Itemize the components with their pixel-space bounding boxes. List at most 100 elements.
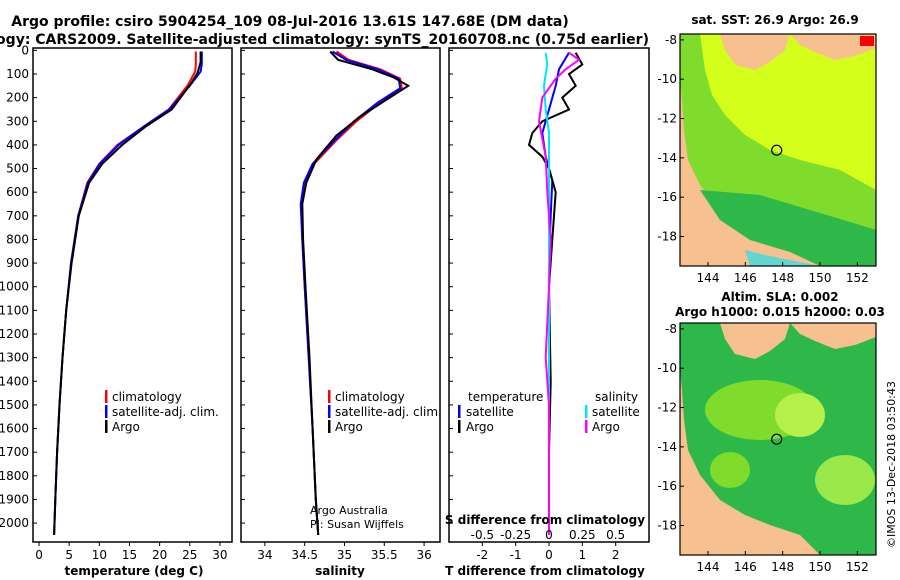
- s-difference-label: S difference from climatology: [445, 513, 645, 527]
- legend-swatch-satellite: [105, 405, 108, 418]
- depth-tick-label: 1500: [0, 398, 29, 412]
- depth-tick-label: 1900: [0, 492, 29, 506]
- sst-map-frame: [679, 33, 877, 267]
- legend-label-sal-argo: Argo: [592, 420, 620, 434]
- legend-label-climatology: climatology: [335, 390, 405, 404]
- legend-swatch-climatology: [105, 390, 108, 403]
- map-x-tick-label: 146: [734, 271, 757, 285]
- sst-argo-position-marker: [771, 144, 783, 156]
- map-x-tick-label: 144: [697, 271, 720, 285]
- x-tick-label: 20: [152, 548, 167, 562]
- legend-label-argo: Argo: [335, 420, 363, 434]
- temperature-x-label: temperature (deg C): [65, 564, 204, 578]
- legend-label-satellite: satellite-adj. clim.: [335, 405, 442, 419]
- sla-land-papua: [720, 323, 790, 359]
- title-line-2: Climatology: CARS2009. Satellite-adjuste…: [0, 32, 649, 48]
- series-line-salinity-argo: [537, 51, 581, 535]
- sst-land-east: [790, 34, 876, 60]
- salinity-plot-frame: [240, 47, 441, 543]
- x-tick-label: 10: [92, 548, 107, 562]
- legend-swatch-temp-satellite: [458, 405, 461, 418]
- map-x-tick-label: 148: [771, 560, 794, 574]
- legend-title-temperature: temperature: [468, 390, 543, 404]
- legend-swatch-sal-argo: [585, 420, 588, 433]
- difference-panel: -2 -1 0 1 2 -0.5 -0.25 0 0.25 0.5 S difference f…: [445, 47, 650, 578]
- salinity-legend: climatology satellite-adj. clim. Argo: [328, 390, 442, 434]
- t-difference-label: T difference from climatology: [445, 564, 645, 578]
- map-y-tick-label: -14: [657, 440, 677, 454]
- series-line-argo: [53, 51, 202, 535]
- legend-label-argo: Argo: [112, 420, 140, 434]
- depth-axis-ticks: 0 100 200 300 400 500 600 700 800 900 1000 1100 1200…: [0, 43, 29, 530]
- depth-tick-label: 900: [6, 256, 29, 270]
- x-tick-label: -2: [476, 548, 488, 562]
- map-x-tick-label: 152: [846, 271, 869, 285]
- sla-anomaly-high-4: [710, 452, 750, 488]
- temperature-legend: climatology satellite-adj. clim. Argo: [105, 390, 219, 434]
- sst-red-cells: [860, 36, 874, 46]
- sst-coastal-cyan: [745, 250, 820, 266]
- sla-map-title-1: Altim. SLA: 0.002: [721, 290, 838, 304]
- depth-tick-label: 700: [6, 209, 29, 223]
- depth-tick-label: 300: [6, 114, 29, 128]
- map-y-tick-label: -10: [657, 361, 677, 375]
- sst-land-papua: [720, 34, 790, 70]
- x-tick-label: 15: [122, 548, 137, 562]
- map-x-tick-label: 144: [697, 560, 720, 574]
- sla-anomaly-high-2: [775, 393, 825, 437]
- salinity-panel: 34 34.5 35 35.5 36 salinity climatology sate…: [240, 47, 442, 578]
- legend-swatch-satellite: [328, 405, 331, 418]
- map-y-tick-label: -12: [657, 401, 677, 415]
- difference-legend-temperature: temperature satellite Argo: [458, 390, 543, 434]
- depth-tick-label: 600: [6, 185, 29, 199]
- depth-tick-label: 1600: [0, 422, 29, 436]
- map-y-tick-label: -18: [657, 519, 677, 533]
- x-tick-label: 35: [337, 548, 352, 562]
- sst-ocean-cool: [700, 190, 876, 266]
- map-y-tick-label: -16: [657, 479, 677, 493]
- sst-map: sat. SST: 26.9 Argo: 26.9 144 146 148 150 15…: [657, 13, 877, 285]
- salinity-series: [299, 50, 411, 535]
- salinity-x-ticks: 34 34.5 35 35.5 36: [241, 49, 432, 562]
- annotation-argo-australia: Argo Australia: [310, 504, 388, 517]
- depth-tick-label: 500: [6, 162, 29, 176]
- sla-map: Altim. SLA: 0.002 Argo h1000: 0.015 h200…: [657, 290, 885, 574]
- temperature-plot-frame: [32, 47, 233, 543]
- depth-tick-label: 0: [21, 43, 29, 57]
- salinity-difference-x-ticks: -0.5 -0.25 0 0.25 0.5: [471, 528, 626, 542]
- depth-tick-label: 200: [6, 91, 29, 105]
- x-tick-label: -1: [510, 548, 522, 562]
- legend-label-temp-argo: Argo: [466, 420, 494, 434]
- x-tick-label: 36: [416, 548, 431, 562]
- x-tick-label: 2: [612, 548, 620, 562]
- title-line-1: Argo profile: csiro 5904254_109 08-Jul-2…: [11, 14, 569, 30]
- x-tick-label: 5: [65, 548, 73, 562]
- sla-map-ticks: 144 146 148 150 152 -8 -10 -12 -14 -16 -18: [657, 322, 868, 574]
- depth-tick-label: 1400: [0, 374, 29, 388]
- x-tick-label: 0: [545, 548, 553, 562]
- x-tick-label: 34.5: [291, 548, 318, 562]
- x-tick-label: 0: [35, 548, 43, 562]
- legend-label-temp-satellite: satellite: [466, 405, 514, 419]
- map-y-tick-label: -12: [657, 112, 677, 126]
- x-tick-label: 35.5: [371, 548, 398, 562]
- legend-title-salinity: salinity: [595, 390, 638, 404]
- depth-tick-label: 1200: [0, 327, 29, 341]
- legend-label-climatology: climatology: [112, 390, 182, 404]
- series-line-argo: [301, 50, 411, 535]
- sla-map-ocean: [680, 323, 876, 555]
- salinity-difference-tick-label: -0.25: [500, 528, 531, 542]
- annotation-pi: PI: Susan Wijffels: [310, 518, 404, 531]
- salinity-difference-tick-label: 0.25: [569, 528, 596, 542]
- temperature-panel: 0 5 10 15 20 25 30 temperature (deg C) climato…: [32, 47, 233, 578]
- x-tick-label: 34: [257, 548, 272, 562]
- legend-swatch-temp-argo: [458, 420, 461, 433]
- x-tick-label: 30: [212, 548, 227, 562]
- sst-map-ocean: [680, 34, 876, 266]
- depth-tick-label: 2000: [0, 516, 29, 530]
- salinity-x-label: salinity: [315, 564, 365, 578]
- x-tick-label: 1: [579, 548, 587, 562]
- depth-tick-label: 1300: [0, 351, 29, 365]
- temperature-x-ticks: 0 5 10 15 20 25 30: [33, 49, 228, 562]
